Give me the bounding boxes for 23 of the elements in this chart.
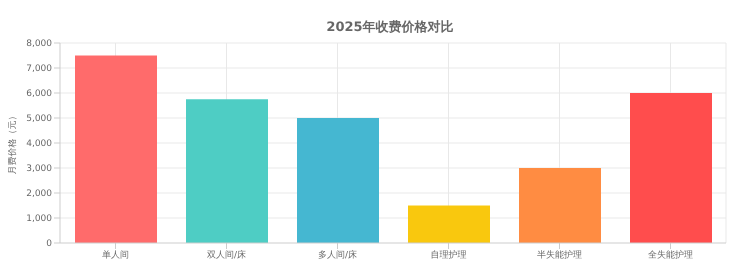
bar xyxy=(408,206,490,243)
chart-title: 2025年收费价格对比 xyxy=(325,19,455,36)
bar xyxy=(297,118,379,243)
y-tick-label: 6,000 xyxy=(26,89,52,100)
y-tick-label: 5,000 xyxy=(26,114,52,124)
x-tick-label: 自理护理 xyxy=(430,249,466,260)
bar xyxy=(630,93,712,243)
y-tick-label: 4,000 xyxy=(26,139,52,150)
x-tick-label: 半失能护理 xyxy=(537,249,582,260)
y-tick-label: 1,000 xyxy=(26,214,52,224)
bar xyxy=(186,99,268,243)
x-tick-label: 多人间/床 xyxy=(318,249,358,260)
x-tick-label: 全失能护理 xyxy=(648,249,693,260)
y-tick-label: 2,000 xyxy=(26,189,52,200)
bar xyxy=(519,168,601,243)
x-tick-label: 双人间/床 xyxy=(206,249,246,260)
x-tick-label: 单人间 xyxy=(102,249,129,260)
y-tick-label: 7,000 xyxy=(26,64,52,74)
y-axis-title: 月费价格（元） xyxy=(7,112,18,174)
bar xyxy=(75,56,157,243)
y-tick-label: 0 xyxy=(46,239,52,250)
y-tick-label: 8,000 xyxy=(26,39,52,50)
y-tick-label: 3,000 xyxy=(26,164,52,174)
